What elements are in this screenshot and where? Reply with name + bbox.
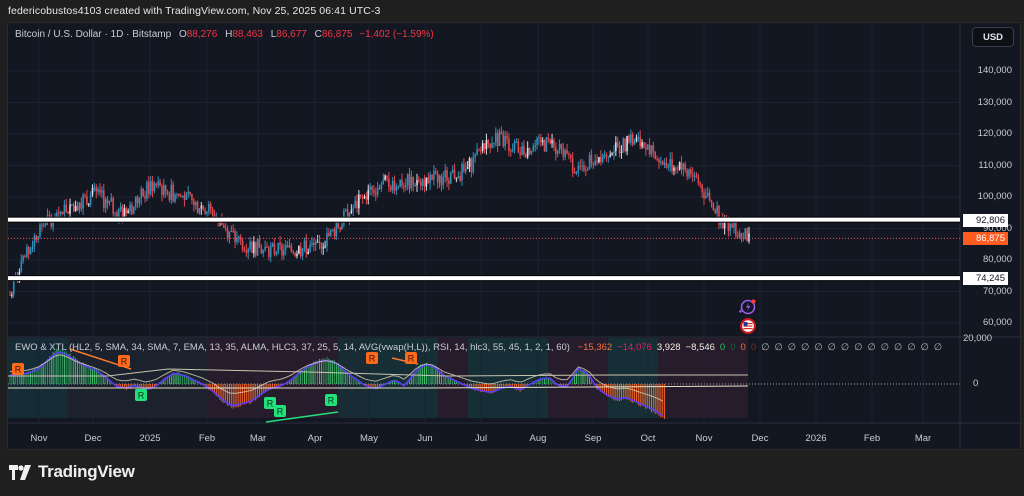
- indicator-na-value: ∅: [840, 342, 850, 353]
- time-axis-label: Dec: [84, 433, 102, 444]
- indicator-value: 0: [740, 342, 746, 353]
- indicator-values: −15,362 −14,076 3,928 −8,546 0 0 0 0 ∅ ∅ ∅ ∅ ∅ ∅ ∅ ∅ ∅ ∅ ∅…: [578, 342, 947, 353]
- price-axis-tick: 70,000: [982, 285, 1012, 297]
- brand-name: TradingView: [38, 462, 135, 481]
- price-axis-tick: 60,000: [982, 317, 1012, 328]
- symbol-legend: Bitcoin / U.S. Dollar · 1D · Bitstamp O8…: [15, 29, 434, 40]
- indicator-value: 0: [719, 342, 726, 353]
- tradingview-logo-icon: [9, 464, 31, 480]
- price-axis-tick: 130,000: [977, 96, 1012, 108]
- svg-text:R: R: [138, 391, 145, 401]
- svg-text:R: R: [15, 365, 22, 375]
- indicator-na-value: ∅: [880, 342, 889, 353]
- open-value: 88,276: [186, 29, 218, 40]
- indicator-na-value: ∅: [774, 342, 783, 353]
- svg-text:R: R: [121, 357, 128, 367]
- time-axis-label: 2026: [805, 433, 827, 444]
- time-axis-label: Feb: [198, 433, 216, 444]
- indicator-value: 0: [730, 342, 736, 353]
- close-label: C: [314, 29, 322, 40]
- time-axis-label: 2025: [139, 433, 161, 444]
- time-axis-label: Aug: [529, 433, 547, 444]
- low-label: L: [270, 29, 277, 40]
- price-axis-tick: 140,000: [977, 65, 1012, 76]
- indicator-na-value: ∅: [827, 342, 836, 353]
- indicator-na-value: ∅: [761, 342, 770, 353]
- low-value: 86,677: [276, 29, 307, 40]
- time-axis-label: Nov: [30, 433, 48, 444]
- indicator-value: −14,076: [617, 342, 652, 353]
- us-economic-event-icon[interactable]: [739, 317, 756, 334]
- price-axis-tick: 100,000: [977, 191, 1012, 202]
- indicator-value: −15,362: [577, 342, 613, 353]
- indicator-na-value: ∅: [854, 342, 863, 353]
- open-label: O: [178, 29, 187, 40]
- change-value: −1,402 (−1.59%): [359, 29, 434, 40]
- chart-credit: federicobustos4103 created with TradingV…: [8, 5, 381, 17]
- high-value: 88,463: [232, 29, 263, 40]
- time-axis-label: Feb: [863, 433, 881, 444]
- time-axis-label: Oct: [640, 433, 656, 444]
- indicator-na-value: ∅: [787, 342, 796, 353]
- indicator-value: −8,546: [685, 342, 715, 353]
- time-axis-label: Dec: [751, 433, 769, 444]
- svg-text:R: R: [408, 354, 415, 364]
- svg-text:R: R: [277, 407, 284, 417]
- indicator-value: 0: [750, 342, 757, 353]
- indicator-legend: EWO & XTL (HL2, 5, SMA, 34, SMA, 7, EMA,…: [15, 342, 952, 353]
- currency-button[interactable]: USD: [972, 27, 1014, 47]
- indicator-axis-tick: 0: [973, 378, 979, 389]
- indicator-na-value: ∅: [920, 342, 929, 353]
- indicator-na-value: ∅: [933, 342, 943, 353]
- time-axis-label: Nov: [695, 433, 713, 444]
- price-axis-tick: 110,000: [978, 159, 1012, 171]
- time-axis-label: Jun: [417, 433, 433, 444]
- symbol-title: Bitcoin / U.S. Dollar · 1D · Bitstamp: [15, 29, 172, 40]
- close-value: 86,875: [321, 29, 353, 40]
- time-axis-label: Mar: [249, 433, 267, 444]
- indicator-na-value: ∅: [907, 342, 916, 353]
- indicator-na-value: ∅: [814, 342, 823, 353]
- level-price-tag: 74,245: [963, 272, 1008, 286]
- time-axis-label: Jul: [474, 433, 488, 444]
- time-axis-label: Apr: [307, 433, 323, 444]
- tradingview-logo: TradingView: [9, 462, 135, 482]
- indicator-value: 3,928: [656, 342, 681, 353]
- price-axis-tick: 120,000: [977, 128, 1012, 139]
- svg-text:R: R: [328, 396, 335, 406]
- time-axis-label: May: [360, 433, 378, 444]
- svg-text:R: R: [369, 354, 376, 364]
- level-price-tag: 92,806: [963, 213, 1008, 227]
- price-axis-tick: 90,000: [982, 222, 1012, 234]
- indicator-na-value: ∅: [893, 342, 903, 353]
- indicator-na-value: ∅: [867, 342, 876, 353]
- svg-text:R: R: [267, 399, 274, 409]
- ai-insight-icon[interactable]: [738, 298, 756, 315]
- high-label: H: [225, 29, 233, 40]
- indicator-na-value: ∅: [800, 342, 810, 353]
- last-price-tag: 86,875: [963, 232, 1008, 246]
- indicator-axis-tick: 20,000: [963, 333, 993, 344]
- price-axis-tick: 80,000: [982, 254, 1012, 265]
- indicator-name: EWO & XTL (HL2, 5, SMA, 34, SMA, 7, EMA,…: [15, 342, 570, 353]
- time-axis-label: Mar: [914, 433, 932, 444]
- time-axis-label: Sep: [584, 433, 602, 444]
